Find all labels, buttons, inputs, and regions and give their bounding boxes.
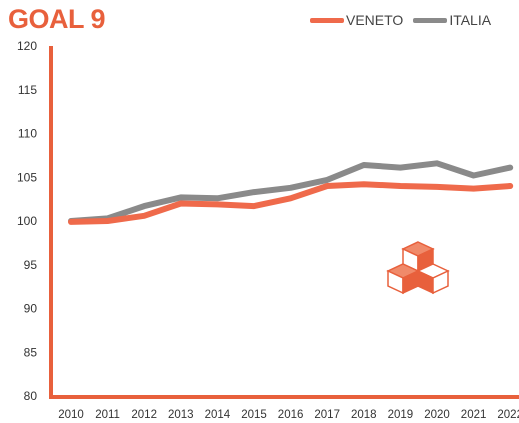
x-tick-label: 2015	[241, 409, 267, 421]
x-tick-label: 2013	[168, 409, 194, 421]
x-tick-label: 2010	[58, 409, 84, 421]
data-point-italia	[324, 177, 330, 183]
data-point-veneto	[68, 219, 74, 225]
data-point-veneto	[434, 184, 440, 190]
x-tick-label: 2019	[388, 409, 414, 421]
chart-title: GOAL 9	[8, 4, 106, 34]
x-tick-label: 2021	[461, 409, 487, 421]
y-tick-label: 115	[18, 83, 37, 97]
data-point-italia	[178, 194, 184, 200]
y-tick-label: 100	[17, 214, 37, 228]
y-tick-label: 80	[24, 389, 38, 403]
data-point-veneto	[361, 181, 367, 187]
data-point-veneto	[288, 195, 294, 201]
data-point-italia	[471, 173, 477, 178]
y-tick-label: 90	[24, 302, 38, 316]
data-point-veneto	[214, 201, 220, 207]
data-point-veneto	[105, 218, 111, 224]
y-axis: 80 85 90 95 100 105 110 115 120	[17, 39, 53, 403]
x-tick-label: 2017	[314, 409, 340, 421]
data-point-veneto	[251, 203, 257, 209]
y-tick-label: 105	[17, 170, 37, 184]
data-point-italia	[361, 162, 367, 168]
x-tick-label: 2022	[497, 409, 519, 421]
legend-swatch-veneto	[310, 17, 344, 23]
legend-entry-italia: ITALIA	[413, 12, 491, 28]
x-tick-label: 2020	[424, 409, 450, 421]
data-point-italia	[141, 203, 147, 209]
y-tick-label: 110	[18, 127, 37, 141]
legend: VENETO ITALIA	[310, 12, 491, 28]
x-axis: 2010 2011 2012 2013 2014 2015 2016 2017 2018 2019…	[49, 395, 519, 421]
series-line-italia	[68, 160, 514, 224]
y-tick-label: 85	[24, 345, 38, 359]
data-point-veneto	[324, 183, 330, 189]
data-point-italia	[434, 160, 440, 166]
legend-entry-veneto: VENETO	[310, 12, 403, 28]
data-point-veneto	[471, 186, 477, 192]
x-tick-label: 2018	[351, 409, 377, 421]
x-tick-label: 2016	[278, 409, 304, 421]
data-point-italia	[214, 195, 220, 201]
data-point-italia	[507, 165, 513, 171]
y-tick-label: 95	[24, 258, 38, 272]
stacked-cubes-icon	[386, 241, 450, 295]
data-point-italia	[397, 165, 403, 171]
data-point-veneto	[507, 183, 513, 189]
x-tick-label: 2011	[95, 409, 120, 421]
data-point-italia	[288, 185, 294, 191]
legend-label-italia: ITALIA	[449, 12, 492, 28]
series-lines	[68, 160, 514, 225]
data-point-veneto	[141, 213, 147, 219]
y-tick-label: 120	[17, 39, 37, 53]
legend-label-veneto: VENETO	[346, 12, 404, 28]
data-point-veneto	[397, 183, 403, 189]
x-tick-label: 2014	[205, 409, 231, 421]
x-tick-label: 2012	[131, 409, 157, 421]
legend-swatch-italia	[413, 17, 448, 23]
data-point-italia	[251, 189, 257, 195]
data-point-veneto	[178, 201, 184, 206]
